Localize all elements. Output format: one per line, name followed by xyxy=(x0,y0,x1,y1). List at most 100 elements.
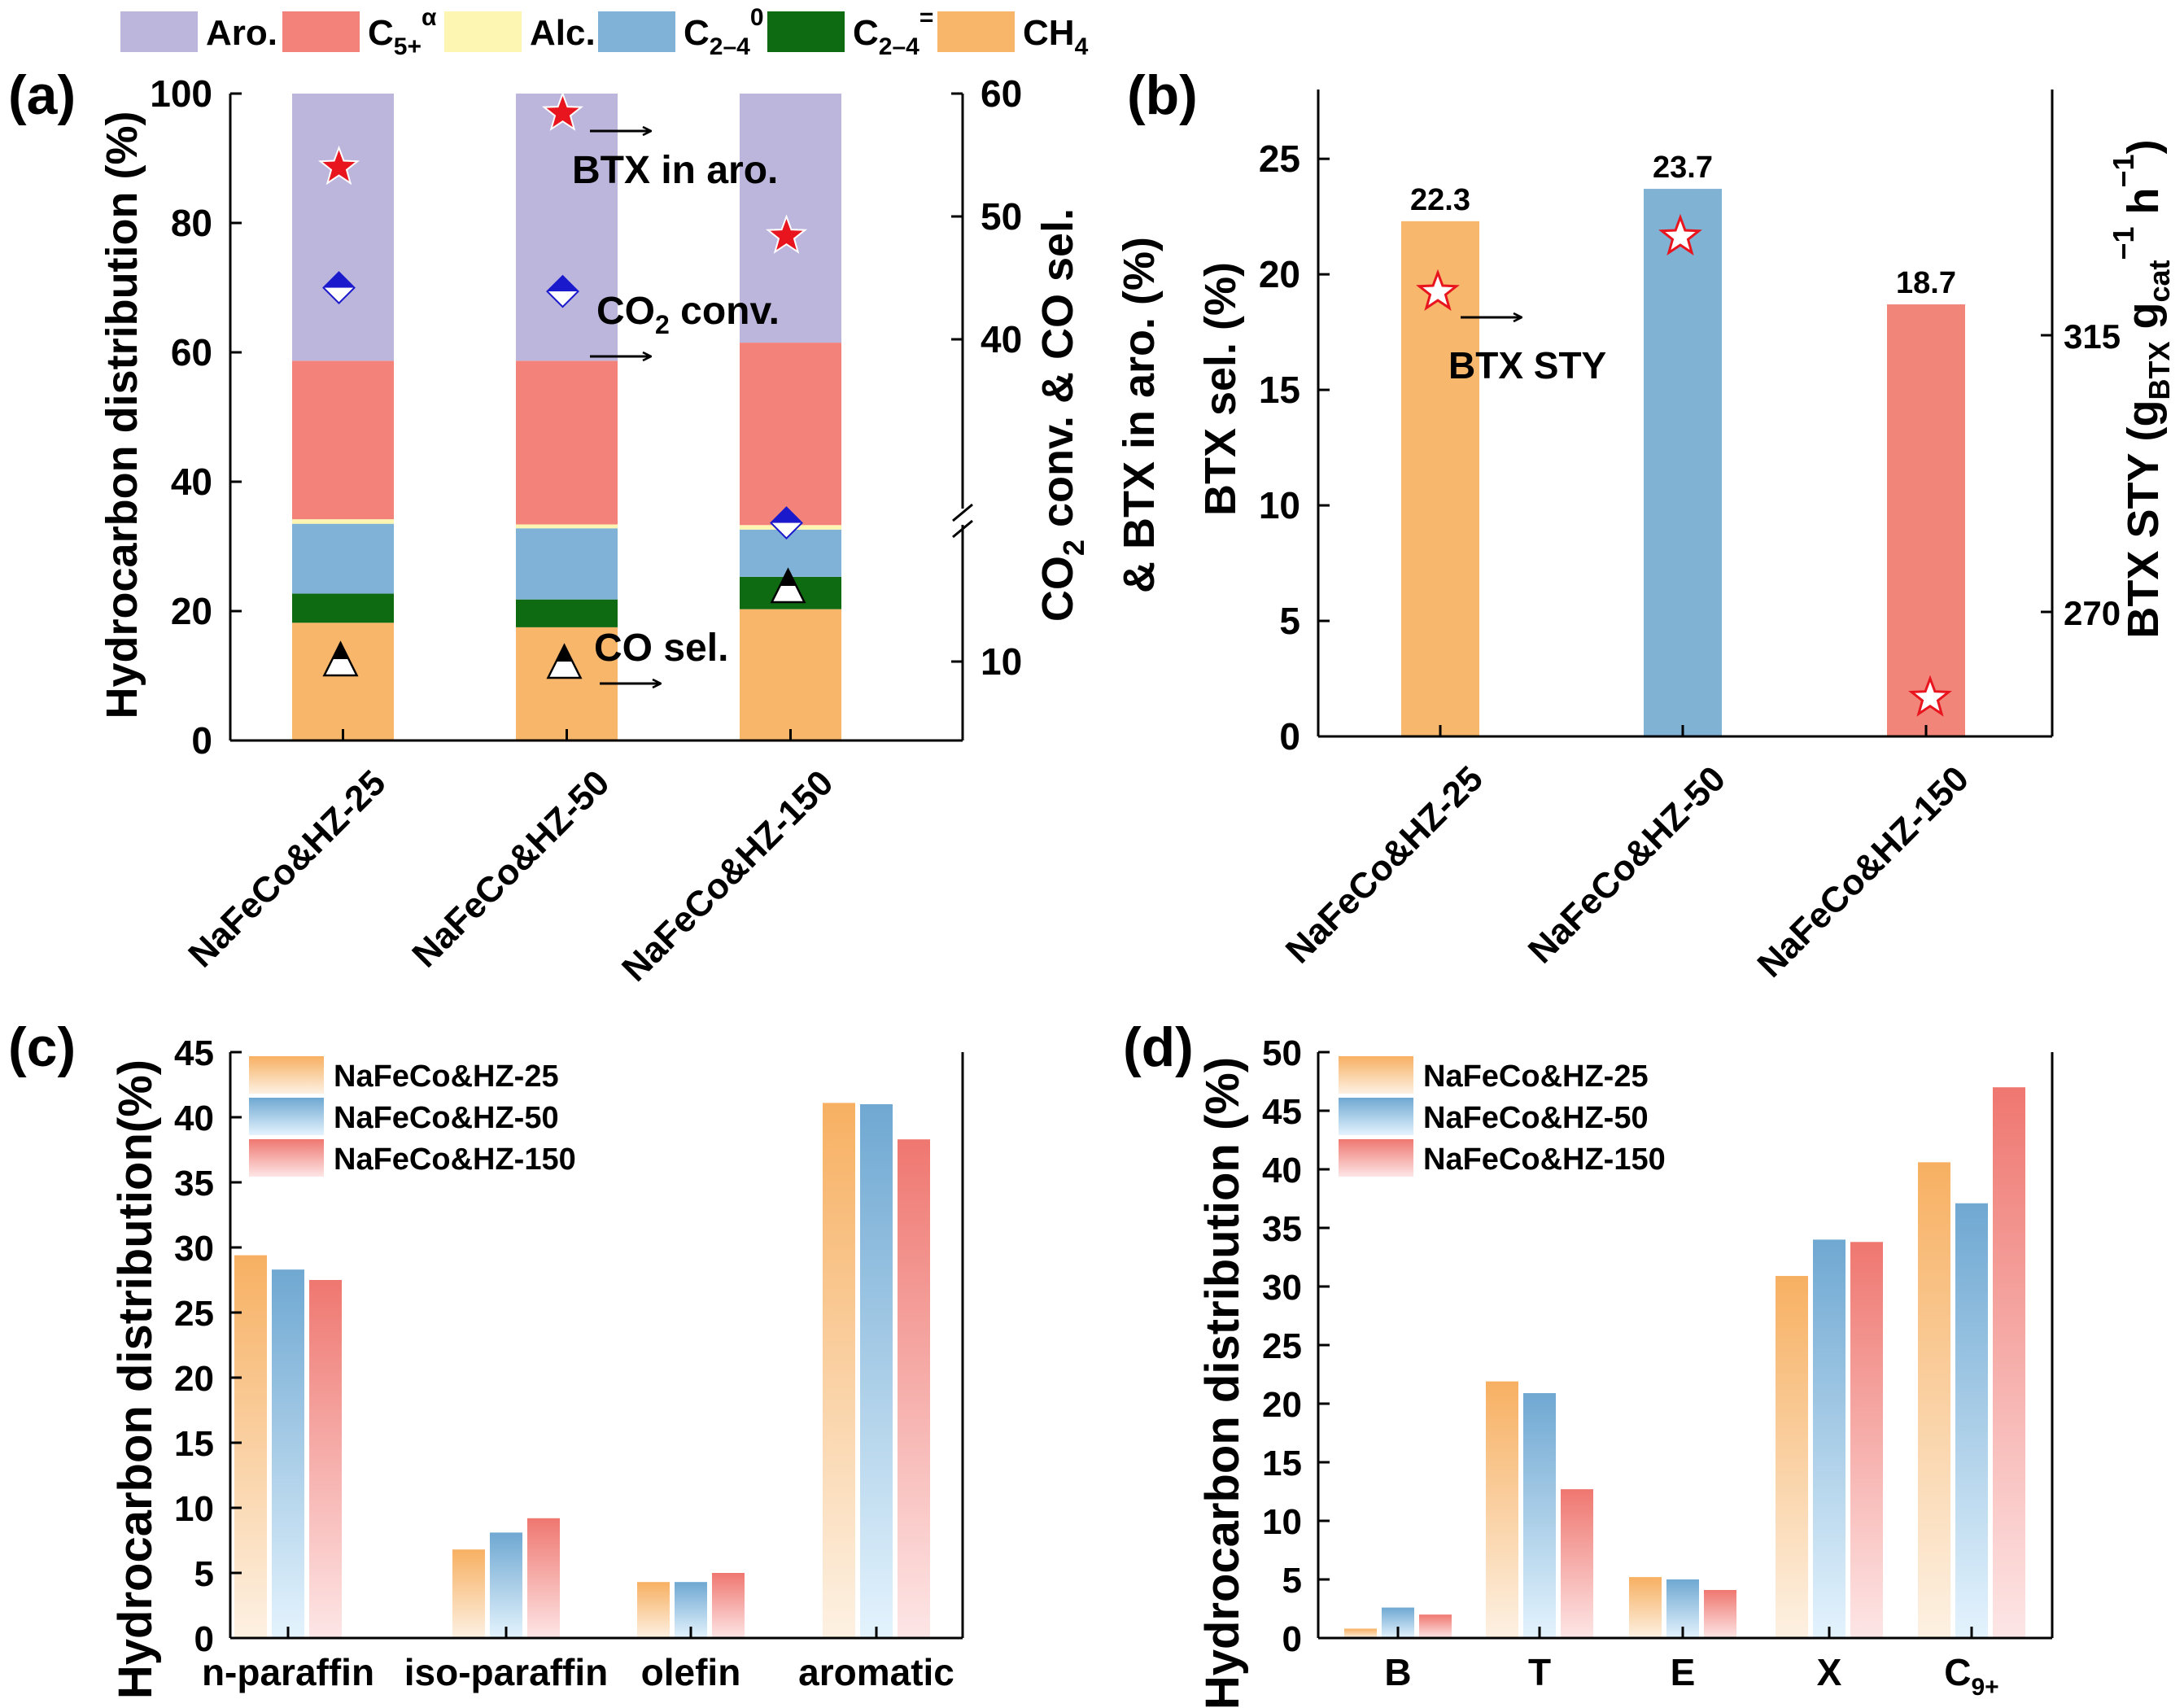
panel-d-y-tick-label: 20 xyxy=(1262,1385,1302,1425)
legend-label-sup: 0 xyxy=(750,4,764,31)
x-label-main: T xyxy=(1528,1651,1551,1693)
panel-d-bars xyxy=(1344,1087,2025,1638)
x-label-main: aromatic xyxy=(798,1651,954,1693)
legend-label-main: Alc. xyxy=(530,13,596,53)
stack-segment-c24p xyxy=(740,529,841,577)
panel-c-bar xyxy=(490,1532,522,1638)
panel-d-y-tick-label: 15 xyxy=(1262,1444,1302,1483)
axis-break-mark xyxy=(952,503,973,522)
panel-b-y-axis-label: BTX sel. (%) xyxy=(1196,262,1245,516)
panel-d-bar xyxy=(1776,1276,1808,1638)
panel-d-bar xyxy=(1918,1162,1950,1638)
panel-d-bar xyxy=(1704,1589,1736,1638)
panel-d-y-tick-label: 5 xyxy=(1282,1561,1302,1601)
panel-c-legend-swatch xyxy=(249,1056,324,1094)
panel-d-bar xyxy=(1344,1628,1377,1638)
panel-c-x-tick-label: aromatic xyxy=(798,1651,954,1693)
panel-d-bar xyxy=(1419,1614,1452,1638)
diamond-top-half xyxy=(771,507,802,523)
panel-d-bar xyxy=(1813,1239,1845,1638)
stack-segment-ch4 xyxy=(292,622,394,740)
panel-a-y2-axis-label-line2: & BTX in aro. (%) xyxy=(1115,237,1164,593)
panel-d-legend: NaFeCo&HZ-25 NaFeCo&HZ-50 NaFeCo&HZ-150 xyxy=(1339,1056,1666,1177)
panel-d-bar xyxy=(1629,1577,1662,1638)
triangle-top-half xyxy=(332,643,349,659)
panel-c-x-tick-label: n-paraffin xyxy=(202,1651,374,1693)
diamond-top-half xyxy=(547,276,579,292)
panel-b-y-tick-label: 0 xyxy=(1279,715,1300,758)
panel-d-bar xyxy=(1561,1489,1593,1638)
panel-d-y-tick-label: 0 xyxy=(1282,1619,1302,1659)
co-sel-annotation: CO sel. xyxy=(594,627,728,670)
panel-b-y-tick-label: 15 xyxy=(1259,369,1300,411)
stack-segment-c24p xyxy=(292,523,394,594)
stack-segment-c5 xyxy=(740,343,841,526)
legend-label-main: Aro. xyxy=(206,13,277,53)
panel-c-x-tick-label: iso-paraffin xyxy=(404,1651,608,1693)
panel-c-y-tick-label: 25 xyxy=(174,1294,214,1334)
stack-segment-aro xyxy=(740,94,841,343)
panel-d-bar xyxy=(1993,1087,2025,1638)
triangle-top-half xyxy=(556,645,573,662)
panel-b-label: (b) xyxy=(1127,64,1198,126)
stack-segment-aro xyxy=(516,94,618,361)
panel-c-bar xyxy=(637,1582,670,1638)
co2-conv-annotation: CO2 conv. xyxy=(596,290,780,339)
panel-c-bar xyxy=(527,1518,560,1638)
panel-a-y2-tick-label: 10 xyxy=(981,640,1022,683)
panel-b-y-tick-label: 25 xyxy=(1259,138,1300,180)
panel-c-label: (c) xyxy=(8,1016,76,1078)
panel-d-x-tick-label: X xyxy=(1817,1651,1842,1693)
panel-a: (a) Aro. C5+α Alc. C2–40 C2–4= CH4 0204060801… xyxy=(8,4,1164,989)
panel-a-y-tick-label: 80 xyxy=(171,202,212,244)
btx-sel-bar xyxy=(1644,189,1722,736)
panel-d-legend-label: NaFeCo&HZ-150 xyxy=(1423,1142,1666,1177)
panel-c-y-tick-label: 5 xyxy=(194,1554,214,1594)
diamond-outline xyxy=(770,506,803,540)
legend-label-sub: 5+ xyxy=(394,33,422,60)
panel-d-bar xyxy=(1955,1203,1988,1638)
legend-label-main: C xyxy=(684,13,710,53)
legend-label-aro: Aro. xyxy=(206,13,277,53)
btx-in-aro-annotation: BTX in aro. xyxy=(572,149,778,192)
panel-d-y-tick-label: 10 xyxy=(1262,1502,1302,1542)
panel-c-bar xyxy=(234,1255,267,1638)
btx-in-aro-star xyxy=(317,145,360,186)
panel-c-legend-swatch xyxy=(249,1098,324,1135)
panel-c: (c) 0 5 10 15 20 25 30 35 40 45 n-paraffin iso-para… xyxy=(8,1016,964,1699)
panel-d-y-tick-label: 50 xyxy=(1262,1033,1302,1073)
panel-d: (d) 0 5 10 15 20 25 30 35 40 45 50 B T E X C9+ NaFeCo&H… xyxy=(1123,1016,2054,1708)
btx-sty-annotation: BTX STY xyxy=(1448,344,1606,387)
panel-b: (b) 22.3 23.7 18.7 0 5 10 15 20 25 270 315 NaFeCo&… xyxy=(1127,64,2176,985)
legend-swatch-aro xyxy=(120,11,198,52)
legend-label-sub: 4 xyxy=(1075,33,1089,60)
panel-c-legend-label: NaFeCo&HZ-150 xyxy=(334,1142,576,1177)
panel-d-label: (d) xyxy=(1123,1016,1194,1078)
x-label-sub: 9+ xyxy=(1972,1674,1999,1701)
legend-label-c5: C5+α xyxy=(368,4,437,60)
panel-d-bar xyxy=(1523,1393,1556,1638)
panel-d-x-tick-label: C9+ xyxy=(1944,1651,1998,1701)
panel-a-y-tick-label: 20 xyxy=(171,590,212,632)
panel-d-bar xyxy=(1486,1381,1518,1638)
panel-d-x-tick-label: E xyxy=(1671,1651,1696,1693)
stack-segment-c5 xyxy=(516,360,618,525)
panel-c-y-tick-label: 10 xyxy=(174,1489,214,1529)
panel-a-y2-tick-label: 40 xyxy=(981,318,1022,360)
btx-sel-bar xyxy=(1401,221,1479,736)
panel-c-y-tick-label: 35 xyxy=(174,1164,214,1203)
btx-sel-value-label: 22.3 xyxy=(1410,183,1470,217)
panel-b-bars: 22.3 23.7 18.7 xyxy=(1401,151,1965,736)
diamond-bottom-half xyxy=(547,291,579,308)
panel-d-legend-swatch xyxy=(1339,1098,1413,1135)
panel-d-legend-swatch xyxy=(1339,1139,1413,1177)
panel-a-x-tick-label: NaFeCo&HZ-50 xyxy=(404,762,617,975)
panel-d-y-tick-label: 25 xyxy=(1262,1326,1302,1366)
legend-label-main: C xyxy=(368,13,394,53)
panel-b-x-tick-label: NaFeCo&HZ-25 xyxy=(1278,758,1491,971)
stack-segment-c5 xyxy=(292,360,394,520)
panel-a-legend: Aro. C5+α Alc. C2–40 C2–4= CH4 xyxy=(120,4,1089,60)
panel-d-x-tick-label: T xyxy=(1528,1651,1551,1693)
panel-b-y-tick-label: 5 xyxy=(1279,600,1300,642)
